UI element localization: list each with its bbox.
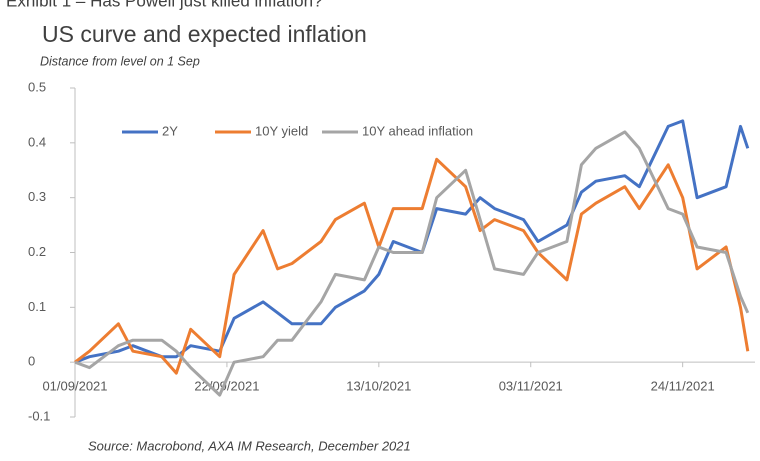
y-tick-label: 0.5 — [28, 79, 46, 94]
chart-subtitle: Distance from level on 1 Sep — [40, 54, 200, 68]
x-tick-label: 13/10/2021 — [346, 379, 411, 394]
x-tick-label: 03/11/2021 — [499, 379, 563, 394]
y-tick-label: 0.2 — [28, 244, 46, 259]
y-tick-label: 0.4 — [28, 134, 46, 149]
y-tick-label: 0.1 — [28, 299, 46, 314]
y-tick-label: 0.3 — [28, 189, 46, 204]
series-line — [74, 119, 750, 364]
series-line — [74, 130, 750, 397]
exhibit-caption: Exhibit 1 – Has Powell just killed infla… — [6, 0, 323, 10]
chart-title: US curve and expected inflation — [42, 21, 367, 47]
legend-label: 10Y yield — [255, 123, 308, 138]
series-line — [74, 157, 750, 375]
legend-label: 2Y — [162, 123, 178, 138]
x-tick-label: 24/11/2021 — [651, 379, 715, 394]
legend-label: 10Y ahead inflation — [362, 123, 473, 138]
y-tick-label: -0.1 — [28, 408, 50, 423]
y-tick-label: 0 — [28, 354, 35, 369]
source-note: Source: Macrobond, AXA IM Research, Dece… — [88, 438, 411, 453]
x-tick-label: 22/09/2021 — [194, 379, 259, 394]
x-tick-label: 01/09/2021 — [42, 379, 107, 394]
